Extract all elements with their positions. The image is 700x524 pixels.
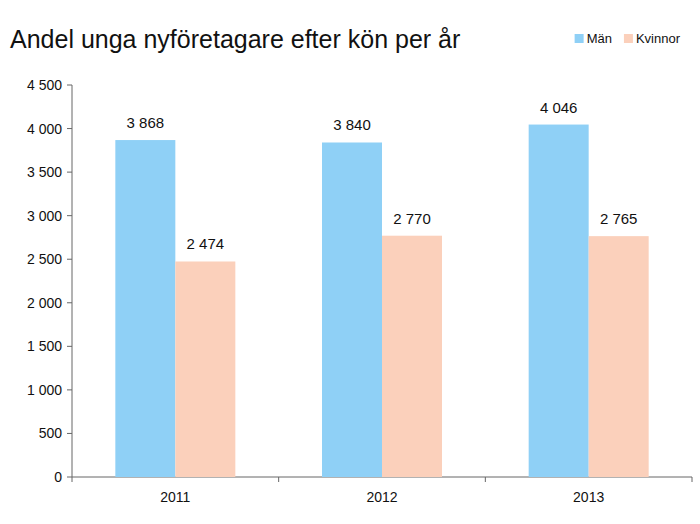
y-tick-label: 4 500 <box>27 77 62 93</box>
data-label: 3 868 <box>127 114 165 131</box>
y-tick-label: 1 000 <box>27 382 62 398</box>
chart-title: Andel unga nyföretagare efter kön per år <box>10 25 460 53</box>
x-tick <box>485 477 486 482</box>
x-tick-label: 2013 <box>573 489 604 505</box>
y-tick <box>67 346 72 347</box>
y-tick <box>67 389 72 390</box>
legend-swatch <box>575 34 584 43</box>
y-tick <box>67 85 72 86</box>
y-tick-label: 500 <box>39 425 63 441</box>
data-label: 2 765 <box>600 210 638 227</box>
y-axis-line <box>72 85 73 477</box>
y-tick-label: 1 500 <box>27 338 62 354</box>
bar <box>382 236 442 477</box>
y-tick <box>67 128 72 129</box>
data-label: 2 474 <box>187 235 225 252</box>
y-tick <box>67 172 72 173</box>
bar <box>322 142 382 477</box>
data-label: 2 770 <box>393 210 431 227</box>
x-tick <box>72 477 73 482</box>
y-tick <box>67 302 72 303</box>
x-tick <box>692 477 693 482</box>
bar <box>175 261 235 477</box>
chart-container: Andel unga nyföretagare efter kön per år… <box>0 0 700 524</box>
legend-swatch <box>624 34 633 43</box>
y-tick-label: 3 000 <box>27 208 62 224</box>
x-tick-label: 2012 <box>366 489 397 505</box>
y-tick-label: 2 000 <box>27 295 62 311</box>
legend-item: Män <box>575 31 612 46</box>
bars-group <box>115 125 648 477</box>
data-label: 4 046 <box>540 99 578 116</box>
y-tick <box>67 259 72 260</box>
data-label: 3 840 <box>333 116 371 133</box>
y-tick <box>67 215 72 216</box>
y-tick-label: 4 000 <box>27 121 62 137</box>
y-tick <box>67 433 72 434</box>
bar <box>589 236 649 477</box>
x-tick <box>278 477 279 482</box>
y-tick <box>67 477 72 478</box>
y-tick-label: 3 500 <box>27 164 62 180</box>
bar <box>529 125 589 477</box>
bar <box>115 140 175 477</box>
legend: Män Kvinnor <box>575 31 681 46</box>
chart-svg: Andel unga nyföretagare efter kön per år… <box>0 0 700 524</box>
legend-label: Män <box>587 31 612 46</box>
legend-item: Kvinnor <box>624 31 681 46</box>
x-tick-label: 2011 <box>160 489 190 505</box>
y-tick-label: 2 500 <box>27 251 62 267</box>
legend-label: Kvinnor <box>636 31 681 46</box>
y-tick-label: 0 <box>54 469 62 485</box>
